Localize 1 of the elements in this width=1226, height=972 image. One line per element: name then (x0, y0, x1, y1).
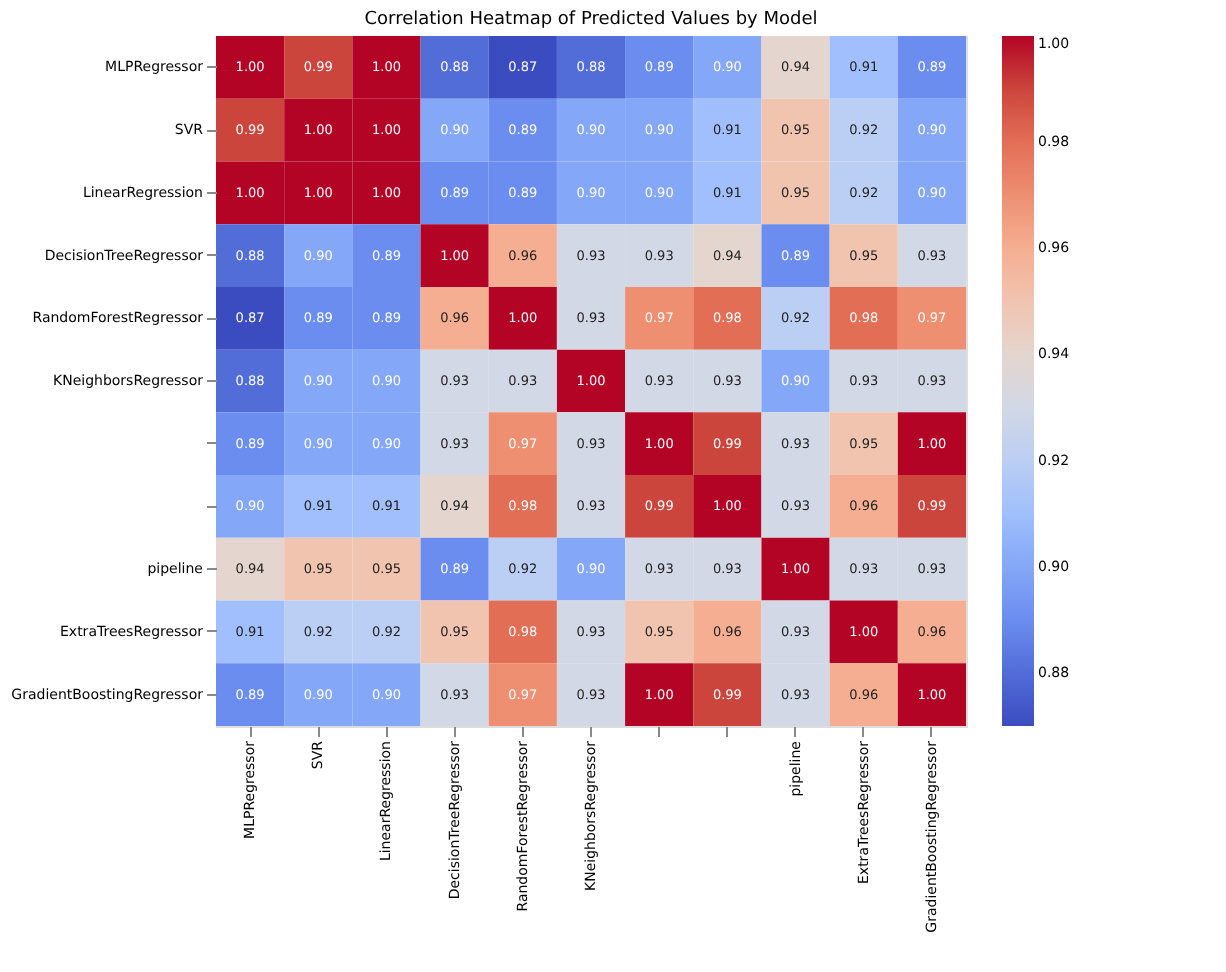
chart-title: Correlation Heatmap of Predicted Values by Model (364, 10, 818, 30)
